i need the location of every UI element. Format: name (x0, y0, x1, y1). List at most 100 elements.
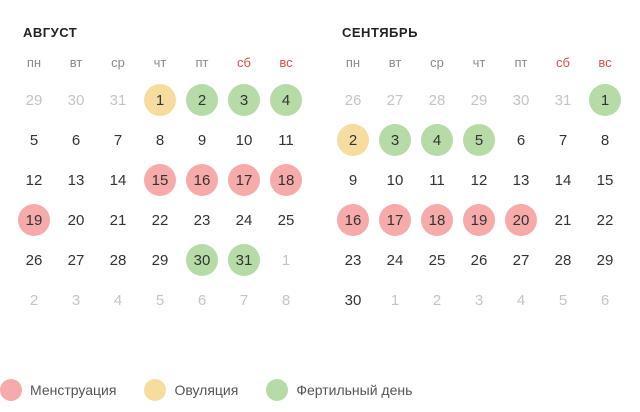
day-cell-other-month[interactable]: 2 (29, 291, 39, 309)
day-cell[interactable]: 20 (67, 211, 85, 229)
day-cell-other-month[interactable]: 3 (474, 291, 484, 309)
day-cell-fertile[interactable]: 5 (463, 124, 495, 156)
day-cell[interactable]: 13 (67, 171, 85, 189)
week-row: 26 27 28 29 30 31 1 (13, 240, 307, 280)
day-cell[interactable]: 12 (25, 171, 43, 189)
day-cell[interactable]: 8 (155, 131, 165, 149)
day-cell[interactable]: 30 (344, 291, 362, 309)
day-cell-menstruation[interactable]: 17 (379, 204, 411, 236)
day-cell[interactable]: 29 (596, 251, 614, 269)
day-cell[interactable]: 24 (235, 211, 253, 229)
day-cell-fertile[interactable]: 3 (228, 84, 260, 116)
day-cell[interactable]: 11 (429, 171, 445, 189)
day-cell[interactable]: 26 (470, 251, 488, 269)
day-cell[interactable]: 6 (516, 131, 526, 149)
day-cell-other-month[interactable]: 4 (516, 291, 526, 309)
weekday-label: пт (195, 54, 209, 70)
day-cell[interactable]: 15 (596, 171, 614, 189)
month-grid: 26 27 28 29 30 31 1 2 3 4 5 6 7 8 9 10 11 12 13 14 15 16 17 18 1… (332, 80, 626, 320)
weekday-label: вт (69, 54, 83, 70)
day-cell-fertile[interactable]: 3 (379, 124, 411, 156)
day-cell-other-month[interactable]: 27 (386, 91, 404, 109)
day-cell[interactable]: 28 (109, 251, 127, 269)
day-cell-menstruation[interactable]: 20 (505, 204, 537, 236)
day-cell[interactable]: 24 (386, 251, 404, 269)
day-cell[interactable]: 8 (600, 131, 610, 149)
day-cell-ovulation[interactable]: 2 (337, 124, 369, 156)
day-cell-other-month[interactable]: 3 (71, 291, 81, 309)
day-cell-fertile[interactable]: 30 (186, 244, 218, 276)
day-cell[interactable]: 14 (109, 171, 127, 189)
day-cell-menstruation[interactable]: 19 (463, 204, 495, 236)
week-row: 19 20 21 22 23 24 25 (13, 200, 307, 240)
day-cell[interactable]: 10 (235, 131, 253, 149)
day-cell[interactable]: 21 (109, 211, 127, 229)
day-cell-other-month[interactable]: 31 (554, 91, 572, 109)
day-cell-other-month[interactable]: 26 (344, 91, 362, 109)
day-cell[interactable]: 5 (29, 131, 39, 149)
legend-label: Менструация (30, 382, 117, 398)
day-cell-other-month[interactable]: 30 (67, 91, 85, 109)
day-cell[interactable]: 13 (512, 171, 530, 189)
day-cell-menstruation[interactable]: 18 (421, 204, 453, 236)
day-cell[interactable]: 9 (348, 171, 358, 189)
day-cell-menstruation[interactable]: 16 (186, 164, 218, 196)
day-cell[interactable]: 26 (25, 251, 43, 269)
day-cell[interactable]: 11 (278, 131, 294, 149)
legend-label: Овуляция (174, 382, 239, 398)
day-cell-menstruation[interactable]: 15 (144, 164, 176, 196)
day-cell[interactable]: 28 (554, 251, 572, 269)
day-cell-other-month[interactable]: 30 (512, 91, 530, 109)
day-cell[interactable]: 29 (151, 251, 169, 269)
day-cell[interactable]: 22 (151, 211, 169, 229)
day-cell[interactable]: 23 (193, 211, 211, 229)
day-cell-fertile[interactable]: 4 (270, 84, 302, 116)
day-cell[interactable]: 7 (113, 131, 123, 149)
week-row: 12 13 14 15 16 17 18 (13, 160, 307, 200)
day-cell[interactable]: 14 (554, 171, 572, 189)
day-cell-other-month[interactable]: 1 (281, 251, 291, 269)
day-cell-other-month[interactable]: 5 (155, 291, 165, 309)
day-cell-other-month[interactable]: 28 (428, 91, 446, 109)
day-cell-other-month[interactable]: 6 (600, 291, 610, 309)
day-cell-fertile[interactable]: 1 (589, 84, 621, 116)
day-cell-other-month[interactable]: 31 (109, 91, 127, 109)
weekday-label: пт (514, 54, 528, 70)
day-cell-menstruation[interactable]: 16 (337, 204, 369, 236)
day-cell-other-month[interactable]: 2 (432, 291, 442, 309)
day-cell-other-month[interactable]: 29 (25, 91, 43, 109)
day-cell[interactable]: 7 (558, 131, 568, 149)
day-cell[interactable]: 10 (386, 171, 404, 189)
weekday-label: пн (26, 54, 42, 70)
day-cell-menstruation[interactable]: 17 (228, 164, 260, 196)
weekday-label: сб (556, 54, 570, 70)
day-cell-fertile[interactable]: 31 (228, 244, 260, 276)
day-cell[interactable]: 27 (67, 251, 85, 269)
day-cell-fertile[interactable]: 2 (186, 84, 218, 116)
day-cell[interactable]: 9 (197, 131, 207, 149)
day-cell[interactable]: 27 (512, 251, 530, 269)
day-cell-ovulation[interactable]: 1 (144, 84, 176, 116)
day-cell-other-month[interactable]: 29 (470, 91, 488, 109)
month-september: СЕНТЯБРЬ пн вт ср чт пт сб вс 26 27 28 29 30 31 1 2 3 4… (332, 22, 626, 320)
day-cell-menstruation[interactable]: 19 (18, 204, 50, 236)
week-row: 29 30 31 1 2 3 4 (13, 80, 307, 120)
day-cell-other-month[interactable]: 7 (239, 291, 249, 309)
day-cell[interactable]: 21 (554, 211, 572, 229)
day-cell-other-month[interactable]: 6 (197, 291, 207, 309)
day-cell[interactable]: 22 (596, 211, 614, 229)
day-cell[interactable]: 23 (344, 251, 362, 269)
ovulation-dot-icon (144, 379, 167, 401)
day-cell-other-month[interactable]: 4 (113, 291, 123, 309)
day-cell-menstruation[interactable]: 18 (270, 164, 302, 196)
day-cell[interactable]: 25 (277, 211, 295, 229)
weekday-label: пн (345, 54, 361, 70)
weekday-label: ср (111, 54, 125, 70)
day-cell-other-month[interactable]: 5 (558, 291, 568, 309)
day-cell[interactable]: 6 (71, 131, 81, 149)
day-cell-fertile[interactable]: 4 (421, 124, 453, 156)
day-cell-other-month[interactable]: 1 (390, 291, 400, 309)
day-cell[interactable]: 12 (470, 171, 488, 189)
day-cell-other-month[interactable]: 8 (281, 291, 291, 309)
day-cell[interactable]: 25 (428, 251, 446, 269)
